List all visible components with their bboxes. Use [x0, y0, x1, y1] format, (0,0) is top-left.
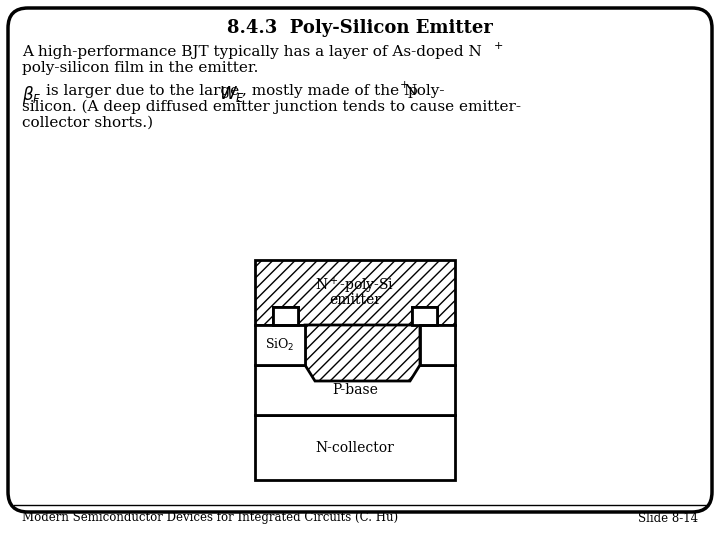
Text: Slide 8-14: Slide 8-14 [638, 511, 698, 524]
Polygon shape [305, 325, 420, 381]
Text: poly-silicon film in the emitter.: poly-silicon film in the emitter. [22, 61, 258, 75]
Text: poly-: poly- [408, 84, 446, 98]
Text: SiO$_2$: SiO$_2$ [265, 337, 294, 353]
Polygon shape [255, 260, 455, 325]
Text: , mostly made of the N: , mostly made of the N [242, 84, 418, 98]
Bar [255, 365, 455, 415]
Bar [412, 307, 437, 325]
Text: is larger due to the large: is larger due to the large [46, 84, 239, 98]
Bar [255, 325, 305, 365]
Text: $\beta_F$: $\beta_F$ [22, 84, 42, 106]
Text: Modern Semiconductor Devices for Integrated Circuits (C. Hu): Modern Semiconductor Devices for Integra… [22, 511, 398, 524]
Text: N-collector: N-collector [315, 441, 395, 455]
Bar [420, 325, 455, 365]
Bar [273, 307, 298, 325]
Text: silicon. (A deep diffused emitter junction tends to cause emitter-: silicon. (A deep diffused emitter juncti… [22, 100, 521, 114]
Text: 8.4.3  Poly-Silicon Emitter: 8.4.3 Poly-Silicon Emitter [227, 19, 493, 37]
Bar [255, 415, 455, 480]
Text: N$^+$-poly-Si: N$^+$-poly-Si [315, 275, 395, 296]
Text: +: + [494, 41, 503, 51]
FancyBboxPatch shape [8, 8, 712, 512]
Text: emitter: emitter [329, 293, 381, 307]
Bar [273, 307, 298, 325]
Text: $W_E$: $W_E$ [219, 84, 245, 104]
Text: P-base: P-base [332, 383, 378, 397]
Bar [412, 307, 437, 325]
Text: +: + [400, 80, 410, 90]
Text: collector shorts.): collector shorts.) [22, 116, 153, 130]
Text: A high-performance BJT typically has a layer of As-doped N: A high-performance BJT typically has a l… [22, 45, 482, 59]
